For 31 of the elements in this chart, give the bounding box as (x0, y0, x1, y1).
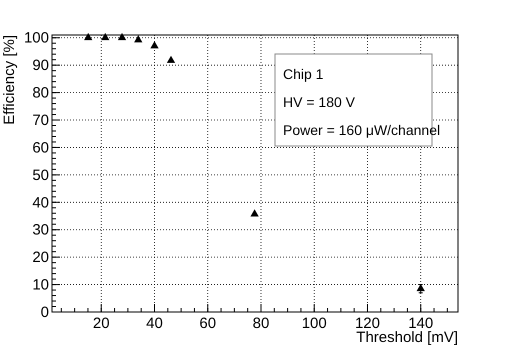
annotation: Power = 160 μW/channel (283, 122, 440, 138)
y-tick-label: 20 (32, 249, 49, 266)
x-tick-label: 100 (302, 315, 327, 332)
x-tick-label: 120 (354, 315, 380, 332)
y-tick-label: 80 (32, 84, 49, 102)
y-tick-label: 70 (32, 112, 49, 130)
y-tick-label: 100 (24, 30, 49, 47)
y-tick-label: 60 (32, 139, 49, 156)
point (166, 56, 176, 63)
point (84, 32, 92, 40)
point (118, 32, 126, 40)
x-axis-title: Threshold [mV] (356, 329, 458, 345)
y-tick-label: 40 (32, 194, 49, 212)
x-tick-label: 40 (146, 315, 163, 332)
y-tick-label: 50 (32, 166, 49, 184)
point (134, 35, 142, 42)
point (150, 41, 159, 48)
x-tick-label: 60 (199, 315, 216, 332)
x-tick-label: 140 (408, 315, 434, 332)
annotation: Chip 1 (283, 66, 324, 82)
point (416, 284, 425, 292)
point (250, 209, 259, 216)
x-tick-label: 80 (252, 315, 270, 332)
y-tick-label: 90 (32, 57, 49, 74)
y-tick-label: 0 (40, 304, 49, 321)
y-tick-label: 10 (32, 276, 49, 294)
annotation: HV = 180 V (283, 94, 356, 110)
y-tick-label: 30 (32, 222, 49, 239)
y-axis-title: Efficiency [%] (1, 35, 18, 125)
x-tick-label: 20 (92, 315, 110, 332)
point (101, 32, 110, 40)
